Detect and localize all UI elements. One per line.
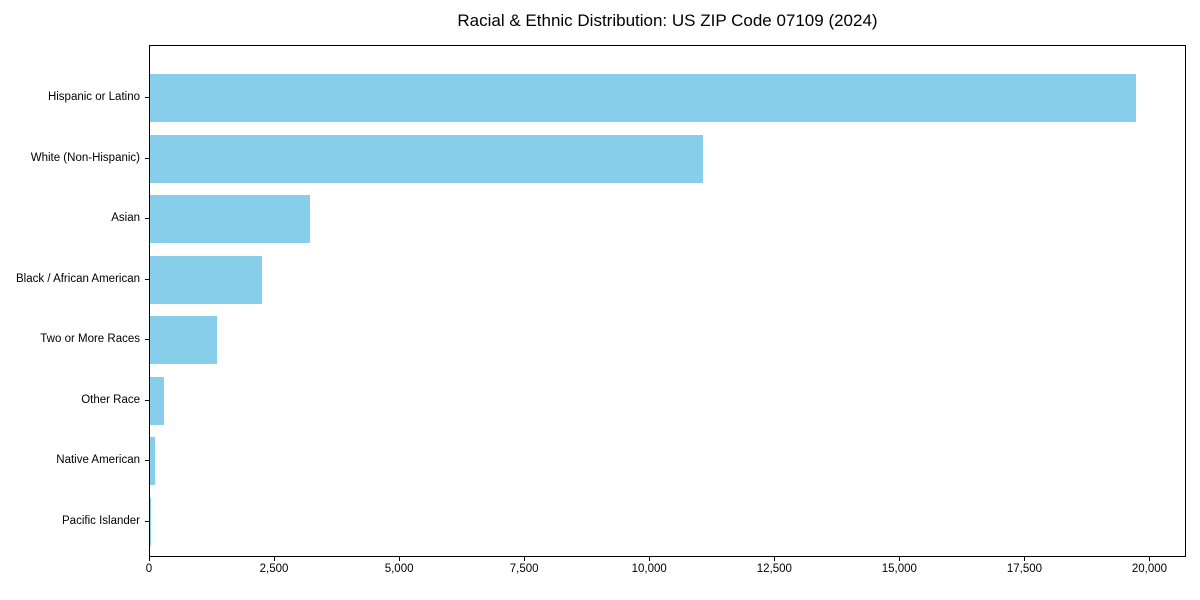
x-tick-mark — [1024, 557, 1026, 561]
x-tick-mark — [649, 557, 651, 561]
y-tick-mark — [145, 218, 149, 219]
y-tick-mark — [145, 339, 149, 340]
y-tick-label: Pacific Islander — [62, 514, 140, 527]
x-tick-label: 20,000 — [1131, 563, 1168, 575]
x-tick-label: 12,500 — [756, 563, 792, 575]
y-tick-mark — [145, 157, 149, 159]
y-tick-label: Native American — [56, 454, 140, 466]
plot-area — [149, 45, 1186, 557]
bar-native-american — [150, 437, 155, 485]
x-tick-mark — [399, 557, 401, 561]
x-tick-label: 17,500 — [1006, 563, 1043, 575]
x-tick-label: 0 — [145, 563, 153, 575]
y-tick-mark — [145, 399, 149, 401]
y-tick-label: White (Non-Hispanic) — [30, 151, 140, 164]
x-tick-mark — [774, 557, 776, 561]
y-tick-label: Black / African American — [16, 272, 140, 285]
y-tick-mark — [145, 520, 149, 522]
y-tick-mark — [145, 278, 149, 280]
y-tick-label: Other Race — [81, 393, 140, 406]
bar-hispanic-or-latino — [150, 74, 1136, 122]
x-tick-mark — [149, 557, 150, 561]
x-tick-mark — [899, 557, 901, 561]
y-tick-mark — [145, 97, 149, 98]
y-tick-label: Hispanic or Latino — [47, 91, 140, 103]
y-tick-label: Asian — [111, 212, 140, 224]
x-tick-label: 10,000 — [631, 563, 667, 575]
x-tick-label: 7,500 — [509, 563, 539, 575]
x-tick-mark — [524, 557, 526, 561]
bar-other-race — [150, 376, 165, 425]
bar-two-or-more-races — [150, 316, 217, 364]
x-tick-label: 2,500 — [259, 563, 289, 575]
x-tick-mark — [274, 557, 276, 561]
x-tick-mark — [1149, 557, 1151, 561]
bar-asian — [150, 195, 310, 243]
x-tick-label: 5,000 — [384, 563, 414, 575]
chart-title: Racial & Ethnic Distribution: US ZIP Cod… — [457, 11, 878, 30]
x-tick-label: 15,000 — [881, 563, 917, 575]
y-tick-label: Two or More Races — [40, 333, 140, 345]
y-tick-mark — [145, 460, 149, 461]
bar-white-non-hispanic — [150, 134, 703, 183]
bar-black-african-american — [150, 255, 262, 304]
